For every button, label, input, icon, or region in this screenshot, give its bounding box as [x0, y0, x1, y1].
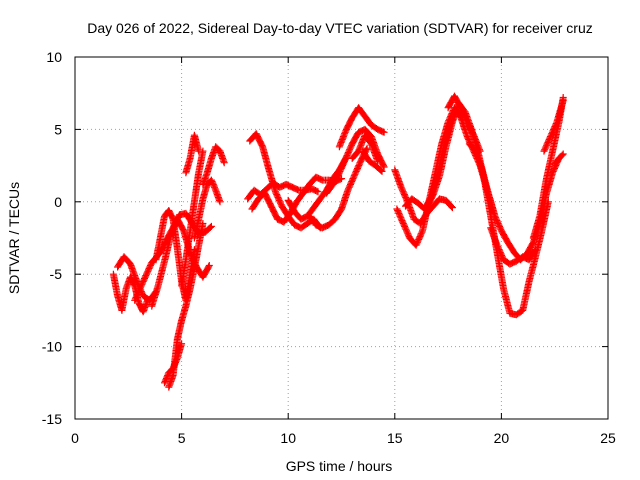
- data-point: [374, 157, 382, 165]
- data-point: [380, 128, 388, 136]
- series-track-16: [306, 144, 371, 232]
- plot-border: [74, 56, 609, 420]
- y-tick-label: -10: [42, 339, 62, 355]
- series-track-25: [444, 92, 484, 155]
- data-point: [448, 203, 455, 211]
- series-track-4: [148, 215, 213, 310]
- x-tick-label: 10: [280, 430, 296, 446]
- x-tick-label: 5: [178, 430, 186, 446]
- series-track-21: [391, 166, 456, 227]
- series-track-8: [178, 147, 207, 290]
- x-tick-label: 0: [71, 430, 79, 446]
- series-track-11: [199, 143, 228, 188]
- y-tick-label: 0: [54, 194, 62, 210]
- series-track-27: [487, 224, 539, 268]
- data-point: [378, 167, 386, 175]
- x-axis-title: GPS time / hours: [286, 458, 393, 474]
- data-point: [314, 188, 322, 196]
- data-point: [448, 204, 456, 212]
- data-points: [109, 92, 567, 391]
- series-track-18: [335, 104, 388, 151]
- data-point: [205, 263, 213, 271]
- axes: 0 5 10 15 20 25 -15 -10 -5 0 5 10: [42, 49, 616, 446]
- series-track-19: [348, 131, 382, 165]
- y-axis-title: SDTVAR / TECUs: [6, 182, 22, 294]
- data-point: [205, 262, 213, 269]
- series-track-30: [551, 150, 567, 168]
- data-point: [377, 166, 385, 174]
- data-point: [558, 151, 566, 159]
- y-tick-label: 10: [46, 49, 62, 65]
- data-point: [380, 163, 388, 171]
- chart-title: Day 026 of 2022, Sidereal Day-to-day VTE…: [87, 20, 593, 36]
- data-point: [531, 247, 539, 255]
- series-track-20: [359, 147, 386, 175]
- y-tick-label: -5: [50, 266, 63, 282]
- series-track-29: [540, 96, 567, 155]
- data-point: [532, 246, 539, 254]
- x-tick-label: 25: [600, 430, 616, 446]
- data-point: [216, 198, 224, 206]
- series-track-10: [190, 176, 224, 242]
- data-point: [195, 147, 203, 155]
- series-track-14: [248, 173, 345, 226]
- series-track-9: [182, 131, 203, 177]
- grid: [75, 57, 608, 419]
- series-track-7: [165, 220, 207, 391]
- x-tick-label: 15: [387, 430, 403, 446]
- y-tick-label: 5: [54, 121, 62, 137]
- data-point: [206, 223, 214, 231]
- data-point: [220, 159, 228, 167]
- y-tick-label: -15: [42, 411, 62, 427]
- data-point: [207, 222, 215, 230]
- data-point: [559, 96, 567, 104]
- x-tick-label: 20: [494, 430, 510, 446]
- data-point: [559, 150, 567, 158]
